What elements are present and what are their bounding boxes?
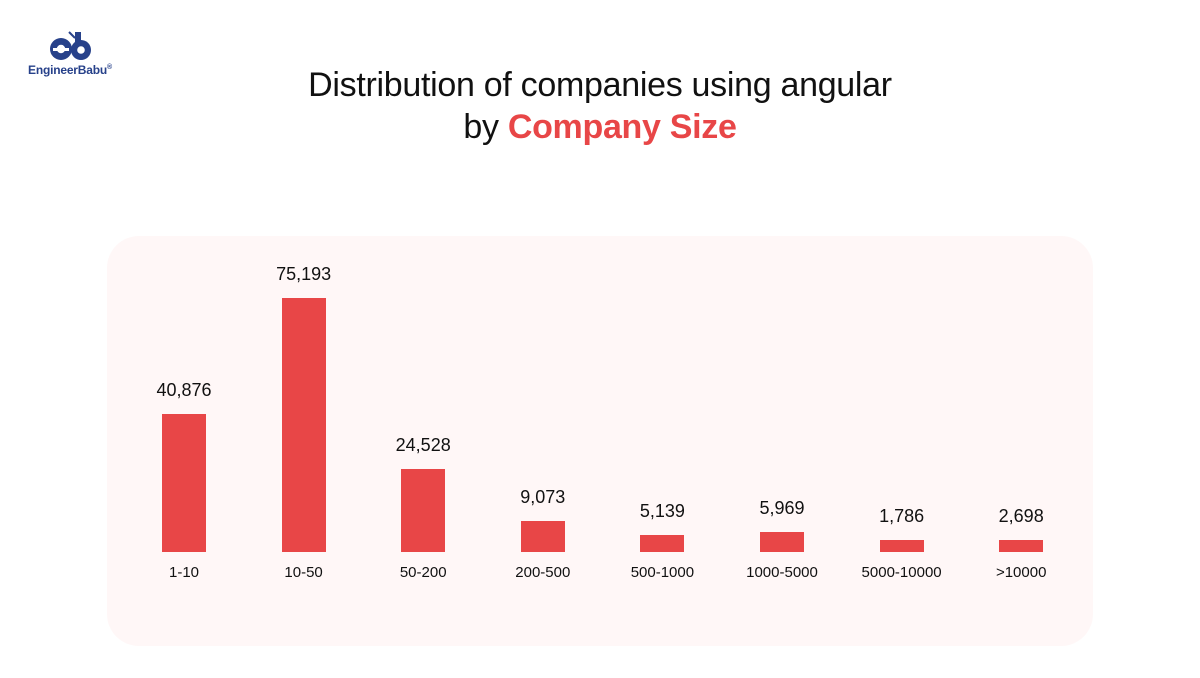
value-label: 5,969 (759, 498, 805, 518)
category-label: 1000-5000 (746, 564, 818, 581)
chart-panel (107, 236, 1093, 646)
brand-logo: EngineerBabu® (20, 30, 120, 77)
category-label: 200-500 (515, 564, 571, 581)
value-label: 2,698 (998, 506, 1044, 526)
category-label: 1-10 (168, 564, 200, 581)
category-label: >10000 (995, 564, 1047, 581)
bar-200-500 (520, 521, 565, 552)
title-line-2: by Company Size (463, 108, 737, 146)
title-line-1: Distribution of companies using angular (308, 66, 892, 104)
bar-500-1000 (640, 535, 685, 552)
value-label: 1,786 (879, 506, 925, 526)
category-label: 5000-10000 (861, 564, 942, 581)
value-label: 24,528 (395, 435, 451, 455)
category-label: 10-50 (284, 564, 323, 581)
value-label: 5,139 (639, 501, 685, 521)
chart-title: Distribution of companies using angular … (0, 64, 1200, 148)
eb-logo-icon (50, 31, 91, 60)
category-label: 50-200 (399, 564, 447, 581)
bar-1-10 (162, 414, 206, 552)
bar-50-200 (401, 469, 446, 552)
bar-1000-5000 (760, 532, 804, 552)
category-label: 500-1000 (630, 564, 695, 581)
bar-5000-10000 (879, 540, 924, 552)
value-label: 40,876 (156, 380, 212, 400)
bar->10000 (999, 540, 1044, 552)
bar-10-50 (281, 298, 326, 552)
value-label: 9,073 (520, 487, 566, 507)
value-label: 75,193 (276, 264, 332, 284)
brand-name: EngineerBabu® (28, 63, 112, 77)
title-accent: Company Size (507, 108, 737, 146)
